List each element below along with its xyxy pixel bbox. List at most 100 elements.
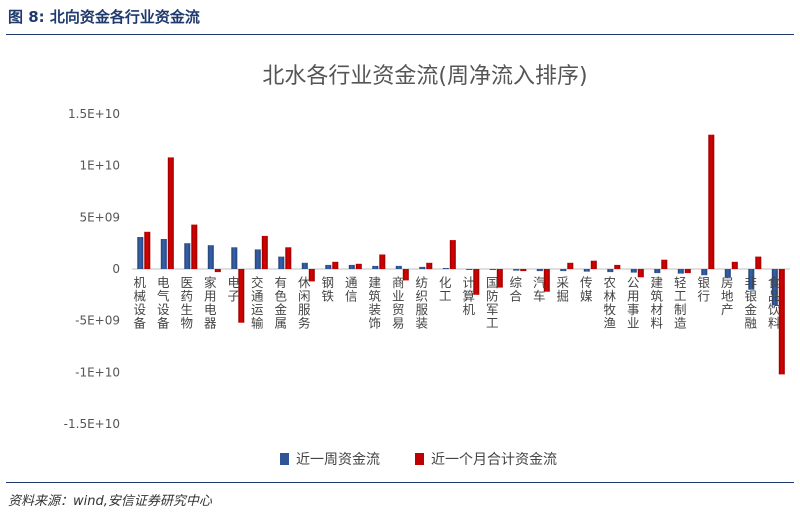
bar-monthly [755, 256, 762, 269]
bar-weekly [442, 268, 449, 269]
category-label: 轻工制造 [674, 275, 687, 331]
y-tick-label: -1E+10 [75, 365, 120, 379]
bar-monthly [473, 269, 480, 295]
bar-monthly [144, 231, 151, 269]
bar-monthly [426, 262, 433, 269]
bar-monthly [402, 269, 409, 281]
category-label: 汽车 [533, 275, 546, 304]
category-label: 传媒 [580, 275, 593, 304]
bar-weekly [254, 249, 261, 269]
bar-weekly [278, 256, 285, 269]
bar-monthly [590, 260, 597, 269]
category-label: 综合 [510, 275, 523, 304]
legend: 近一周资金流 近一个月合计资金流 [280, 452, 557, 468]
bar-monthly [637, 269, 644, 278]
bar-weekly [701, 269, 708, 276]
bar-monthly [520, 269, 527, 272]
category-label: 电气设备 [157, 275, 170, 331]
y-tick-label: 1E+10 [79, 159, 120, 173]
bar-monthly [684, 269, 691, 274]
category-labels: 机械设备电气设备医药生物家用电器电子交通运输有色金属休闲服务钢铁通信建筑装饰商业… [134, 275, 781, 331]
bar-monthly [332, 261, 339, 269]
bar-weekly [654, 269, 661, 274]
category-label: 公用事业 [627, 275, 640, 331]
bar-monthly [614, 264, 621, 269]
category-label: 计算机 [463, 275, 476, 317]
bar-weekly [513, 269, 520, 271]
bar-weekly [348, 264, 355, 269]
bar-monthly [191, 224, 198, 269]
category-label: 建筑装饰 [369, 275, 382, 331]
bar-monthly [496, 269, 503, 288]
bar-monthly [449, 240, 456, 269]
bar-weekly [583, 269, 590, 272]
category-label: 医药生物 [181, 275, 194, 331]
category-label: 纺织服装 [416, 275, 429, 331]
bar-weekly [231, 247, 238, 269]
bar-monthly [661, 259, 668, 269]
category-label: 通信 [345, 275, 358, 304]
bar-weekly [184, 243, 191, 269]
bar-monthly [379, 254, 386, 269]
bar-weekly [560, 269, 567, 272]
footer-rule [6, 482, 794, 483]
bar-weekly [607, 269, 614, 273]
category-label: 建筑材料 [651, 275, 664, 331]
category-label: 休闲服务 [298, 275, 311, 331]
category-label: 食品饮料 [768, 275, 781, 331]
bar-weekly [419, 266, 426, 269]
category-label: 有色金属 [275, 275, 288, 331]
category-label: 银行 [698, 275, 711, 304]
y-tick-label: 0 [112, 262, 120, 276]
bar-monthly [731, 261, 738, 269]
category-label: 化工 [439, 275, 452, 304]
bar-monthly [261, 235, 268, 269]
header-rule [6, 34, 794, 35]
y-tick-label: 1.5E+10 [68, 107, 120, 121]
bar-weekly [489, 269, 496, 270]
bar-weekly [160, 239, 167, 269]
y-tick-label: -1.5E+10 [64, 417, 120, 431]
bar-monthly [214, 269, 221, 273]
source-note: 资料来源：wind,安信证券研究中心 [8, 494, 212, 509]
bar-monthly [238, 269, 245, 323]
category-label: 非银金融 [745, 275, 758, 331]
bar-weekly [630, 269, 637, 273]
bar-weekly [748, 269, 755, 290]
bar-weekly [466, 269, 473, 270]
bar-weekly [372, 265, 379, 269]
category-label: 国防军工 [486, 275, 499, 331]
bar-monthly [543, 269, 550, 292]
bar-monthly [285, 247, 292, 269]
bar-weekly [536, 269, 543, 272]
bar-weekly [207, 245, 214, 269]
bar-monthly [355, 263, 362, 269]
bar-monthly [308, 269, 315, 282]
bar-monthly [567, 262, 574, 269]
legend-swatch-weekly [280, 453, 289, 465]
bar-weekly [771, 269, 778, 306]
bar-weekly [301, 262, 308, 269]
bar-weekly [395, 265, 402, 269]
category-label: 采掘 [557, 275, 570, 304]
bar-monthly [167, 157, 174, 269]
legend-swatch-monthly [415, 453, 424, 465]
bar-weekly [137, 237, 144, 269]
category-label: 交通运输 [251, 275, 264, 331]
legend-label-weekly: 近一周资金流 [296, 452, 380, 468]
category-label: 机械设备 [134, 275, 147, 331]
y-tick-label: -5E+09 [75, 314, 120, 328]
figure-label: 图 8: 北向资金各行业资金流 [8, 8, 200, 26]
legend-label-monthly: 近一个月合计资金流 [431, 452, 557, 468]
category-label: 房地产 [721, 275, 734, 317]
chart-title: 北水各行业资金流(周净流入排序) [262, 64, 587, 89]
bar-weekly [724, 269, 731, 278]
bar-weekly [325, 264, 332, 269]
category-label: 电子 [228, 275, 241, 304]
bar-monthly [778, 269, 785, 375]
y-tick-label: 5E+09 [79, 210, 120, 224]
bar-layer [137, 134, 785, 375]
category-label: 钢铁 [322, 275, 335, 304]
bar-monthly [708, 134, 715, 269]
